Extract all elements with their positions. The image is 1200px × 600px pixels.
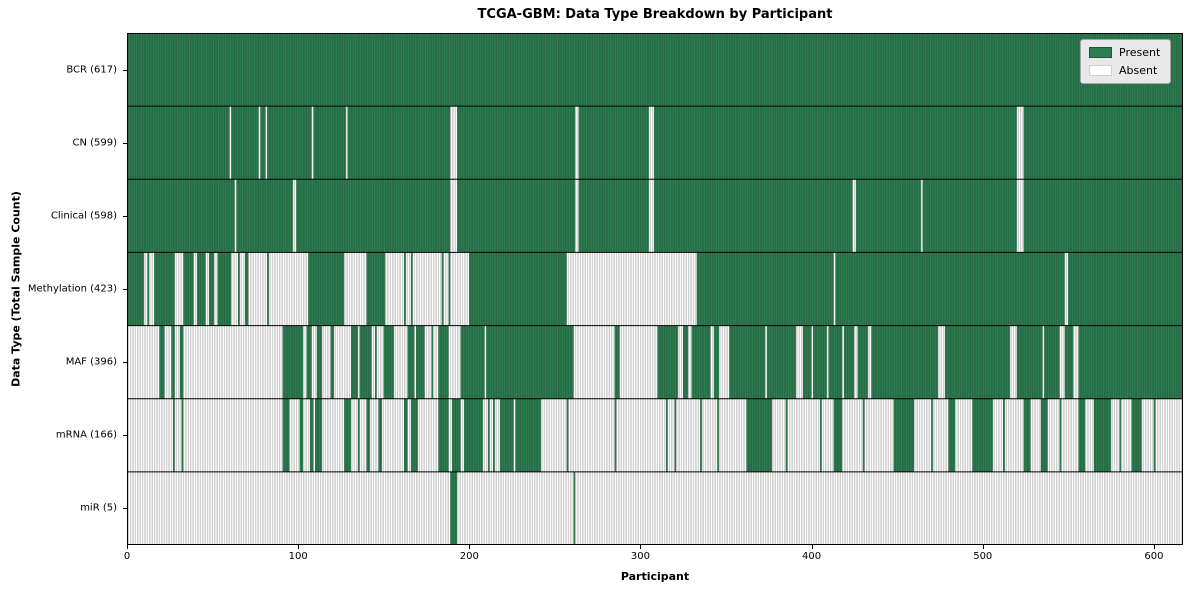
x-tick-mark [469, 545, 471, 549]
y-tick-mark [123, 215, 127, 217]
x-tick-label-400: 400 [802, 551, 822, 562]
row-label-Methylation: Methylation (423) [27, 283, 117, 295]
row-label-MAF: MAF (396) [65, 356, 117, 368]
y-tick-mark [123, 142, 127, 144]
legend-item-absent: Absent [1089, 64, 1160, 77]
heatmap-canvas [127, 33, 1183, 545]
row-label-Clinical: Clinical (598) [50, 210, 117, 222]
x-tick-label-500: 500 [973, 551, 993, 562]
x-tick-mark [1153, 545, 1155, 549]
x-tick-mark [298, 545, 300, 549]
legend-absent-label: Absent [1119, 64, 1158, 77]
row-label-miR: miR (5) [80, 502, 117, 514]
y-tick-mark [123, 435, 127, 437]
legend-item-present: Present [1089, 46, 1160, 59]
absent-swatch [1089, 65, 1112, 76]
y-tick-mark [123, 508, 127, 510]
y-tick-mark [123, 69, 127, 71]
x-tick-label-100: 100 [288, 551, 308, 562]
heatmap-plot-area [127, 33, 1183, 545]
x-tick-mark [811, 545, 813, 549]
legend-present-label: Present [1119, 46, 1161, 59]
y-tick-mark [123, 362, 127, 364]
row-label-CN: CN (599) [72, 137, 117, 149]
row-label-BCR: BCR (617) [66, 64, 117, 76]
present-swatch [1089, 47, 1112, 58]
x-tick-label-200: 200 [459, 551, 479, 562]
x-tick-label-300: 300 [630, 551, 650, 562]
row-label-mRNA: mRNA (166) [55, 429, 117, 441]
x-axis-label: Participant [620, 570, 690, 583]
x-tick-mark [982, 545, 984, 549]
legend: Present Absent [1080, 39, 1172, 84]
y-tick-mark [123, 289, 127, 290]
x-tick-label-600: 600 [1144, 551, 1164, 562]
x-tick-mark [640, 545, 642, 549]
chart-title: TCGA-GBM: Data Type Breakdown by Partici… [477, 7, 833, 22]
x-tick-label-0: 0 [123, 551, 131, 562]
x-tick-mark [127, 545, 128, 549]
